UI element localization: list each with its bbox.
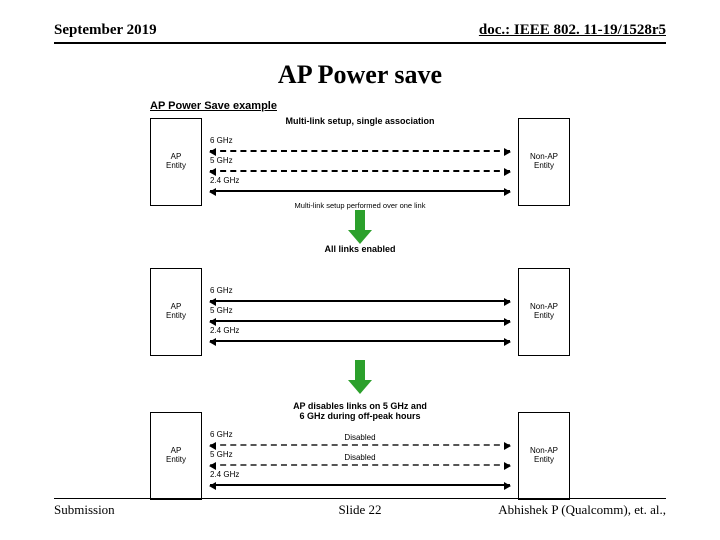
header-doc-id: doc.: IEEE 802. 11-19/1528r5 <box>479 22 666 39</box>
link-row: 2.4 GHz <box>210 176 510 196</box>
ap-entity-box: APEntity <box>150 412 202 500</box>
link-line <box>210 444 510 446</box>
link-row: 2.4 GHz <box>210 326 510 346</box>
link-overlay: Disabled <box>210 453 510 462</box>
stage-1: APEntity Non-APEntity 6 GHz 5 GHz 2.4 GH… <box>150 268 570 358</box>
link-label: 5 GHz <box>210 306 233 315</box>
link-row: 6 GHz <box>210 136 510 156</box>
link-line <box>210 484 510 486</box>
nonap-entity-box: Non-APEntity <box>518 412 570 500</box>
link-line <box>210 464 510 466</box>
page-title: AP Power save <box>0 60 720 90</box>
ap-entity-box: APEntity <box>150 118 202 206</box>
nonap-entity-box: Non-APEntity <box>518 268 570 356</box>
stage-links: 6 GHz 5 GHz 2.4 GHz <box>210 286 510 346</box>
link-row: 2.4 GHz <box>210 470 510 490</box>
link-label: 5 GHz <box>210 156 233 165</box>
link-line <box>210 320 510 322</box>
arrow-down-icon <box>355 360 365 380</box>
arrow-down-icon <box>355 210 365 230</box>
footer-author: Abhishek P (Qualcomm), et. al., <box>498 502 666 518</box>
transition-1 <box>150 358 570 400</box>
link-label: 2.4 GHz <box>210 326 239 335</box>
stage-caption-top: AP disables links on 5 GHz and6 GHz duri… <box>210 402 510 422</box>
link-label: 2.4 GHz <box>210 470 239 479</box>
stage-links: 6 GHz 5 GHz 2.4 GHz <box>210 136 510 196</box>
link-line <box>210 170 510 172</box>
link-row: 5 GHz <box>210 306 510 326</box>
link-label: 2.4 GHz <box>210 176 239 185</box>
link-label: 6 GHz <box>210 286 233 295</box>
link-row: 6 GHz Disabled <box>210 430 510 450</box>
stage-links: 6 GHz Disabled 5 GHz Disabled 2.4 GHz <box>210 430 510 490</box>
link-row: 6 GHz <box>210 286 510 306</box>
link-line <box>210 190 510 192</box>
diagram: AP Power Save example APEntity Non-APEnt… <box>150 100 570 502</box>
stage-2: APEntity Non-APEntity AP disables links … <box>150 412 570 502</box>
transition-0: All links enabled <box>150 208 570 260</box>
link-line <box>210 150 510 152</box>
slide: September 2019 doc.: IEEE 802. 11-19/152… <box>0 0 720 540</box>
diagram-title: AP Power Save example <box>150 100 570 112</box>
link-row: 5 GHz <box>210 156 510 176</box>
ap-entity-box: APEntity <box>150 268 202 356</box>
link-row: 5 GHz Disabled <box>210 450 510 470</box>
footer-rule <box>54 498 666 499</box>
link-label: 6 GHz <box>210 136 233 145</box>
link-line <box>210 300 510 302</box>
stage-0: APEntity Non-APEntity Multi-link setup, … <box>150 118 570 208</box>
stage-caption-top: Multi-link setup, single association <box>210 116 510 126</box>
link-line <box>210 340 510 342</box>
nonap-entity-box: Non-APEntity <box>518 118 570 206</box>
link-overlay: Disabled <box>210 433 510 442</box>
transition-label: All links enabled <box>150 244 570 254</box>
header-date: September 2019 <box>54 22 157 39</box>
header-rule <box>54 42 666 44</box>
